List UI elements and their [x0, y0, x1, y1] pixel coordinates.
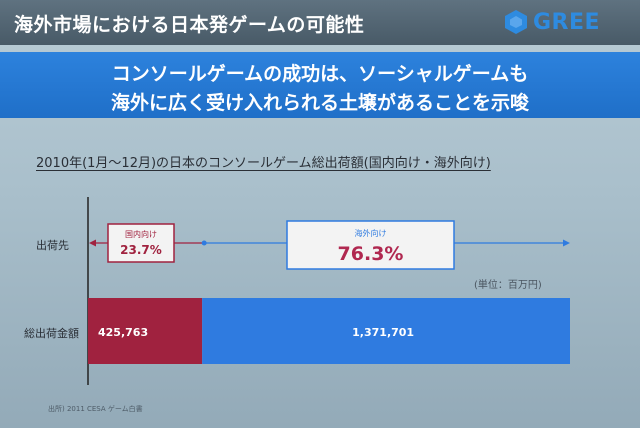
share-name-domestic: 国内向け [125, 229, 157, 239]
share-box-domestic [107, 223, 175, 263]
unit-note: (単位：百万円) [474, 280, 542, 291]
arrowhead-right-icon [563, 239, 570, 247]
banner-line-2: 海外に広く受け入れられる土壌があることを示唆 [110, 92, 529, 114]
headline-banner: コンソールゲームの成功は、ソーシャルゲームも 海外に広く受け入れられる土壌がある… [0, 52, 640, 118]
category-label: 総出荷金額 [24, 327, 79, 340]
title-bar: 海外市場における日本発ゲームの可能性 GREE [0, 0, 640, 45]
bar-segment-overseas [202, 298, 571, 364]
bar-value-label-domestic: 425,763 [98, 326, 148, 339]
banner-line-1: コンソールゲームの成功は、ソーシャルゲームも [111, 63, 529, 85]
share-row-label: 出荷先 [36, 239, 69, 252]
source-note: 出所) 2011 CESA ゲーム白書 [48, 405, 143, 413]
bar-value-label-overseas: 1,371,701 [352, 326, 414, 339]
bar-segment-domestic [88, 298, 203, 364]
slide-title: 海外市場における日本発ゲームの可能性 [14, 14, 365, 36]
share-value-overseas: 76.3% [338, 243, 404, 265]
chart-title: 2010年(1月～12月)の日本のコンソールゲーム総出荷額(国内向け・海外向け) [36, 156, 491, 171]
arrowhead-left-icon [89, 239, 96, 247]
logo-text: GREE [533, 10, 601, 35]
share-name-overseas: 海外向け [355, 228, 387, 238]
share-value-domestic: 23.7% [120, 243, 162, 257]
split-marker-icon [201, 240, 207, 246]
gree-hexagon-logo-icon [505, 10, 527, 34]
share-box-overseas [286, 220, 455, 270]
